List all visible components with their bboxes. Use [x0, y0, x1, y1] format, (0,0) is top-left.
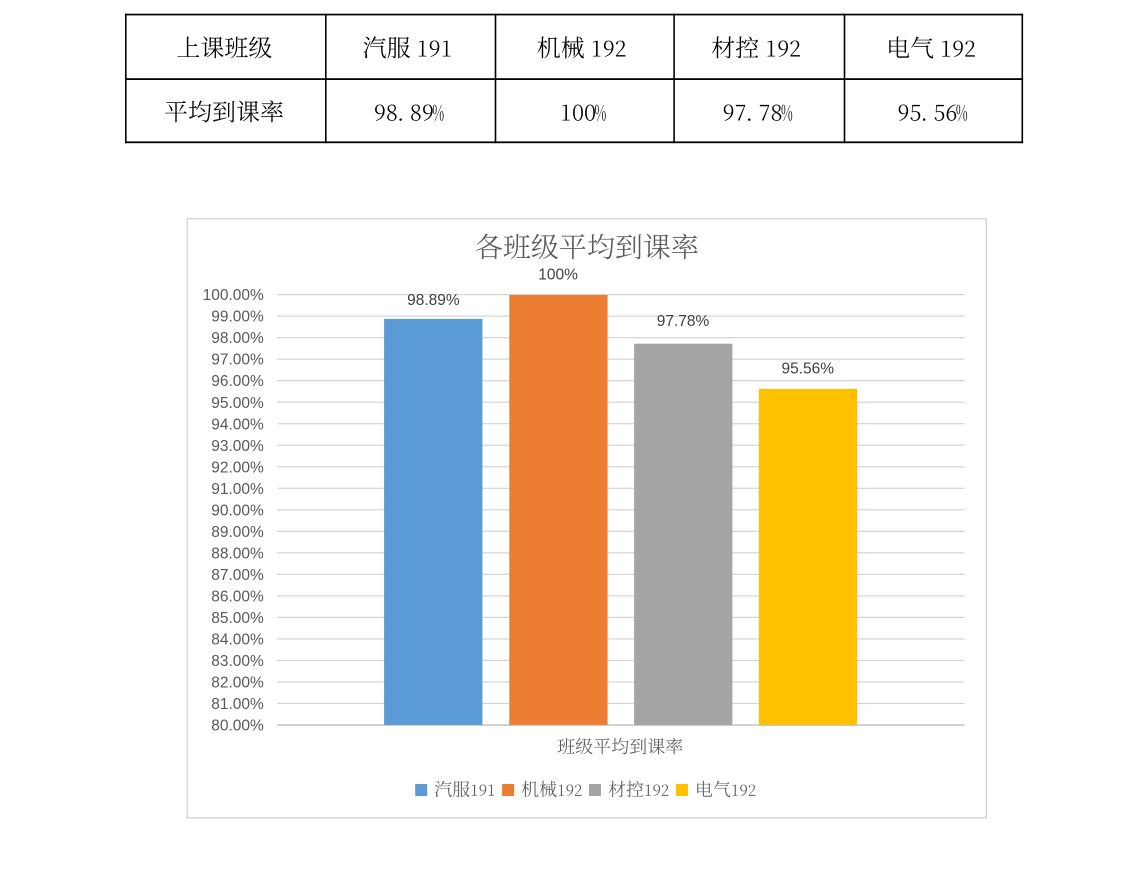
- svg-text:90.00%: 90.00%: [211, 502, 264, 519]
- svg-text:88.00%: 88.00%: [211, 545, 264, 562]
- svg-text:85.00%: 85.00%: [211, 610, 264, 627]
- svg-text:89.00%: 89.00%: [211, 524, 264, 541]
- svg-text:97.00%: 97.00%: [211, 352, 264, 369]
- svg-text:82.00%: 82.00%: [211, 675, 264, 692]
- svg-text:84.00%: 84.00%: [211, 631, 264, 648]
- svg-text:86.00%: 86.00%: [211, 588, 264, 605]
- svg-text:100.00%: 100.00%: [203, 287, 264, 304]
- svg-text:98.00%: 98.00%: [211, 330, 264, 347]
- svg-text:99.00%: 99.00%: [211, 309, 264, 326]
- svg-text:93.00%: 93.00%: [211, 438, 264, 455]
- svg-text:95.00%: 95.00%: [211, 395, 264, 412]
- svg-text:94.00%: 94.00%: [211, 416, 264, 433]
- svg-text:97.78%: 97.78%: [657, 313, 710, 330]
- svg-text:92.00%: 92.00%: [211, 459, 264, 476]
- svg-text:87.00%: 87.00%: [211, 567, 264, 584]
- svg-text:95.56%: 95.56%: [782, 361, 835, 378]
- svg-text:80.00%: 80.00%: [211, 718, 264, 735]
- svg-text:91.00%: 91.00%: [211, 481, 264, 498]
- svg-text:96.00%: 96.00%: [211, 373, 264, 390]
- svg-text:83.00%: 83.00%: [211, 653, 264, 670]
- svg-text:81.00%: 81.00%: [211, 696, 264, 713]
- svg-text:98.89%: 98.89%: [407, 292, 460, 309]
- svg-text:100%: 100%: [538, 266, 578, 283]
